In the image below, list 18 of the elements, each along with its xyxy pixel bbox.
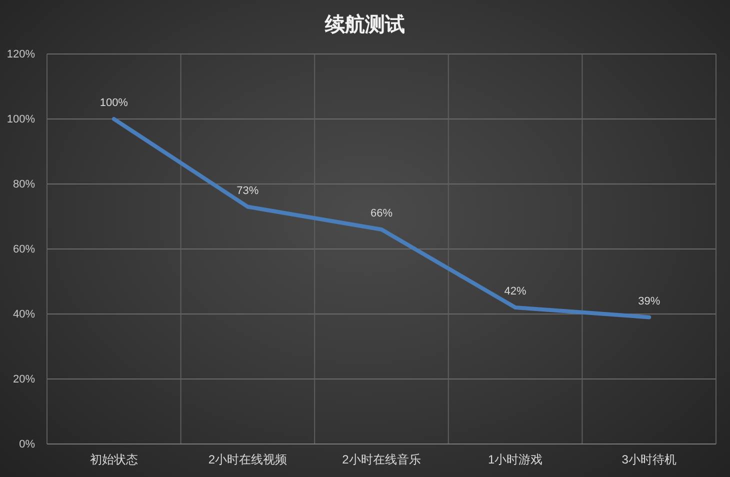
x-tick-label: 2小时在线音乐 [342,452,421,467]
data-label: 73% [236,184,259,197]
y-tick-label: 100% [6,114,36,126]
y-tick-label: 20% [12,374,36,386]
data-label: 42% [504,286,527,298]
y-tick-label: 0% [19,438,36,451]
data-label: 39% [638,295,660,308]
x-tick-label: 初始状态 [90,452,138,467]
data-label: 66% [370,208,393,220]
y-tick-label: 120% [6,48,36,61]
y-tick-label: 60% [12,244,36,256]
x-tick-label: 2小时在线视频 [208,452,288,467]
y-tick-label: 40% [12,308,36,321]
chart-title: 续航测试 [324,13,405,36]
y-tick-label: 80% [12,178,36,191]
x-tick-label: 1小时游戏 [488,452,543,467]
data-label: 100% [100,97,128,109]
x-tick-label: 3小时待机 [622,452,676,467]
